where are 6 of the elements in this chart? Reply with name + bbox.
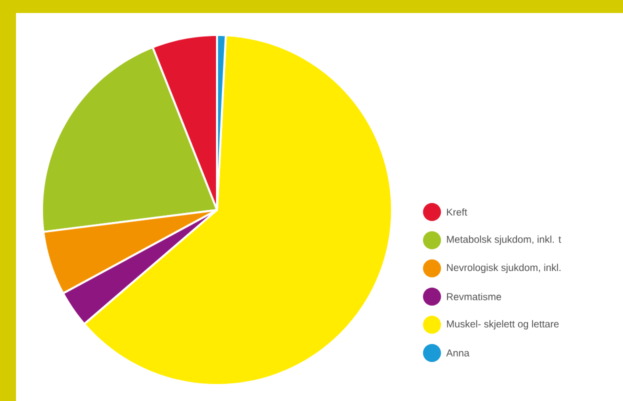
legend-label: Metabolsk sjukdom, inkl. t [447, 236, 562, 245]
legend-label: Kreft [447, 208, 468, 216]
legend-label: Anna [446, 350, 470, 356]
legend-label: Revmatisme [447, 292, 502, 300]
legend-label: Nevrologisk sjukdom, inkl. [447, 264, 560, 274]
legend-label: Muskel- skjelett og lettare [447, 320, 559, 330]
